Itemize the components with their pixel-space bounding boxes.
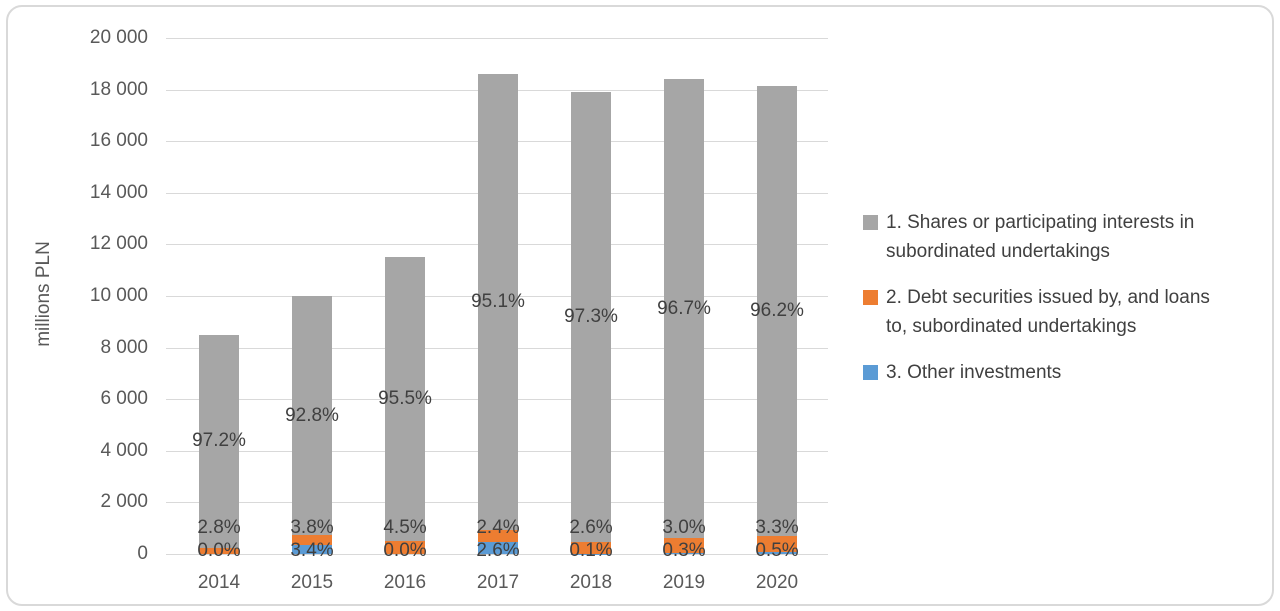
- bar-segment-series1-2018: [571, 92, 611, 542]
- stacked-bar-2017: [478, 73, 518, 554]
- label-series2-2016: 4.5%: [383, 517, 427, 538]
- plot-area: 97.2% 2.8% 0.0% 92.8% 3.8% 3.4% 95.5% 4.5% 0.0% 9…: [166, 38, 828, 561]
- bar-segment-series2-2018: [571, 541, 611, 554]
- bar-segment-series3-2019: [664, 552, 704, 554]
- label-series3-2015: 3.4%: [290, 540, 334, 561]
- bar-segment-series3-2015: [292, 545, 332, 554]
- chart-legend: 1. Shares or participating interests in s…: [863, 208, 1273, 404]
- stacked-bar-2015: [292, 296, 332, 554]
- bar-segment-series2-2017: [478, 530, 518, 542]
- bar-segment-series3-2017: [478, 541, 518, 554]
- gridline: [166, 554, 828, 555]
- label-series1-2014: 97.2%: [192, 430, 246, 452]
- bar-segment-series2-2020: [757, 536, 797, 552]
- stacked-bar-2020: [757, 85, 797, 554]
- label-series2-2020: 3.3%: [755, 517, 799, 538]
- y-tick-label: 2 000: [100, 491, 148, 513]
- label-series2-2018: 2.6%: [569, 517, 613, 538]
- x-axis-label-2018: 2018: [569, 572, 613, 593]
- label-series1-2020: 96.2%: [750, 299, 804, 321]
- label-series3-2019: 0.3%: [662, 540, 706, 561]
- legend-item-label: 3. Other investments: [886, 362, 1062, 383]
- label-series2-2014: 2.8%: [197, 517, 241, 538]
- bar-segment-series1-2017: [478, 73, 518, 531]
- y-tick-label: 10 000: [89, 285, 148, 306]
- bar-segment-series1-2016: [385, 257, 425, 541]
- y-tick-label: 6 000: [100, 388, 148, 410]
- x-axis-label-2017: 2017: [476, 572, 520, 593]
- gridline: [166, 38, 828, 39]
- label-series1-2017: 95.1%: [471, 290, 525, 312]
- legend-item-3: 3. Other investments: [863, 358, 1273, 387]
- y-tick-label: 0: [137, 543, 148, 564]
- legend-item-label: 1. Shares or participating interests in s…: [886, 212, 1195, 262]
- stacked-bar-2014: [199, 334, 239, 554]
- bar-segment-series2-2016: [385, 540, 425, 554]
- label-series3-2016: 0.0%: [383, 540, 427, 561]
- legend-swatch-icon: [863, 290, 878, 305]
- y-tick-label: 14 000: [89, 181, 148, 203]
- y-tick-label: 20 000: [89, 27, 148, 48]
- x-axis-label-2015: 2015: [290, 572, 334, 593]
- y-tick-label: 8 000: [100, 336, 148, 358]
- x-axis-label-2019: 2019: [662, 572, 706, 593]
- x-axis-label-2020: 2020: [755, 572, 799, 593]
- stacked-bar-2019: [664, 79, 704, 554]
- legend-item-label: 2. Debt securities issued by, and loans t…: [886, 287, 1210, 337]
- legend-swatch-icon: [863, 365, 878, 380]
- label-series3-2017: 2.6%: [476, 540, 520, 561]
- stacked-bar-2016: [385, 257, 425, 554]
- label-series1-2015: 92.8%: [285, 404, 339, 426]
- legend-item-1: 1. Shares or participating interests in s…: [863, 208, 1273, 266]
- legend-item-2: 2. Debt securities issued by, and loans t…: [863, 283, 1273, 341]
- legend-swatch-icon: [863, 215, 878, 230]
- x-axis-label-2014: 2014: [197, 572, 241, 593]
- bar-segment-series1-2015: [292, 296, 332, 536]
- bar-segment-series2-2015: [292, 535, 332, 546]
- label-series1-2019: 96.7%: [657, 297, 711, 319]
- x-axis-label-2016: 2016: [383, 572, 427, 593]
- y-tick-label: 18 000: [89, 78, 148, 100]
- y-tick-label: 12 000: [89, 233, 148, 255]
- label-series1-2018: 97.3%: [564, 305, 618, 327]
- label-series3-2014: 0.0%: [197, 540, 241, 561]
- label-series1-2016: 95.5%: [378, 387, 432, 409]
- label-series2-2019: 3.0%: [662, 517, 706, 538]
- bar-segment-series1-2020: [757, 85, 797, 537]
- bar-segment-series2-2019: [664, 538, 704, 553]
- bar-segment-series2-2014: [199, 547, 239, 554]
- label-series3-2018: 0.1%: [569, 540, 613, 561]
- y-tick-label: 4 000: [100, 439, 148, 461]
- label-series2-2015: 3.8%: [290, 517, 334, 538]
- y-tick-label: 16 000: [89, 130, 148, 152]
- bar-segment-series1-2019: [664, 79, 704, 539]
- label-series3-2020: 0.5%: [755, 540, 799, 561]
- label-series2-2017: 2.4%: [476, 517, 520, 538]
- bar-segment-series1-2014: [199, 334, 239, 548]
- bar-segment-series3-2020: [757, 551, 797, 554]
- stacked-bar-2018: [571, 92, 611, 554]
